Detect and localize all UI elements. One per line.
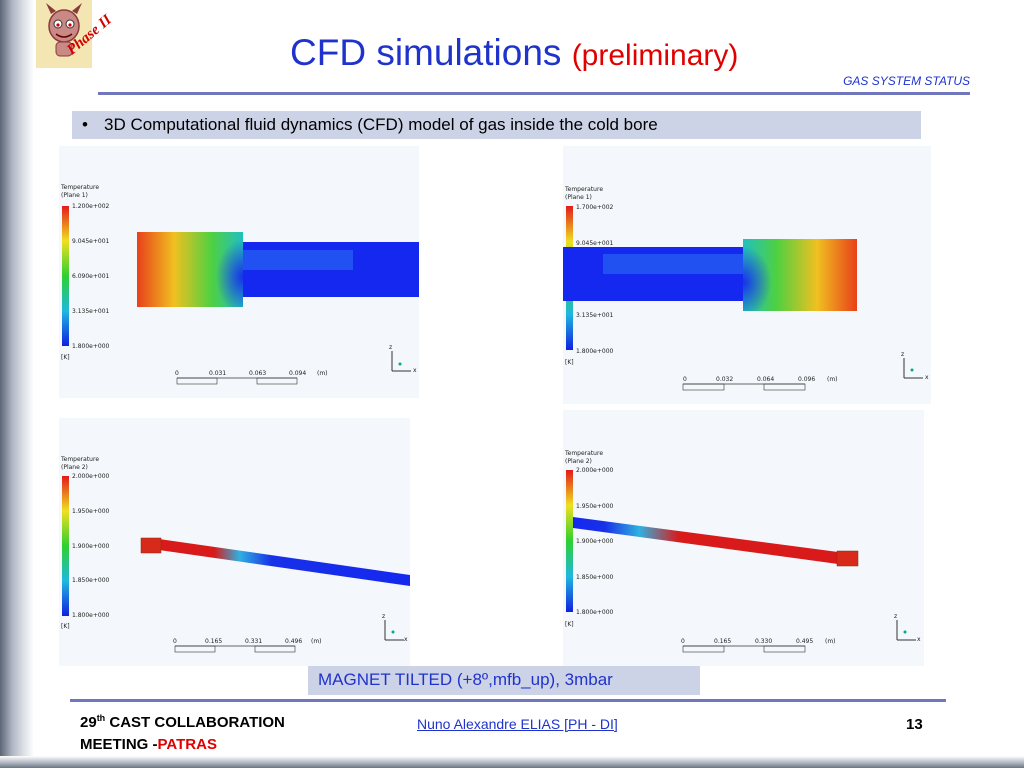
scale-label: 0 (173, 638, 177, 645)
bullet-text: 3D Computational fluid dynamics (CFD) mo… (104, 115, 658, 134)
scale-label: 0 (175, 370, 179, 377)
devil-mascot-icon (46, 3, 82, 57)
scale-label: 0.330 (755, 638, 773, 645)
legend-unit: [K] (565, 359, 574, 366)
legend-plane: (Plane 2) (61, 464, 88, 471)
legend-plane: (Plane 1) (61, 192, 88, 199)
top-rule (98, 92, 970, 95)
legend-plane: (Plane 1) (565, 194, 592, 201)
cfd-render-3 (62, 476, 410, 653)
axis-z-label: z (389, 344, 393, 351)
legend-tick: 1.800e+000 (72, 343, 110, 350)
axis-z-label: z (901, 351, 905, 358)
meeting-ordinal-suffix: th (96, 713, 106, 723)
legend-tick: 6.090e+001 (72, 273, 110, 280)
caption-box: MAGNET TILTED (+8º,mfb_up), 3mbar (308, 666, 700, 695)
meeting-line1: CAST COLLABORATION (105, 714, 285, 731)
legend-unit: [K] (61, 623, 70, 630)
scale-label: 0.094 (289, 370, 307, 377)
scale-label: 0.165 (714, 638, 732, 645)
legend-tick: 2.000e+000 (576, 467, 614, 474)
title-suffix: (preliminary) (571, 39, 739, 72)
scale-label: 0.064 (757, 376, 775, 383)
scale-label: 0.032 (716, 376, 734, 383)
legend-title: Temperature (565, 186, 604, 193)
legend-tick: 3.135e+001 (72, 308, 110, 315)
legend-unit: [K] (565, 621, 574, 628)
page-number: 13 (906, 716, 923, 733)
slide-left-bar (0, 0, 34, 768)
legend-title: Temperature (565, 450, 604, 457)
legend-tick: 2.000e+000 (72, 473, 110, 480)
scale-label: 0 (683, 376, 687, 383)
axis-x-label: x (925, 374, 929, 381)
legend-plane: (Plane 2) (565, 458, 592, 465)
phase-ii-logo (36, 0, 92, 68)
cfd-render-2 (563, 206, 923, 391)
legend-tick: 1.200e+002 (72, 203, 110, 210)
scale-unit: (m) (827, 376, 838, 383)
legend-tick: 1.900e+000 (576, 538, 614, 545)
axis-z-label: z (894, 613, 898, 620)
title-main: CFD simulations (290, 32, 562, 73)
legend-tick: 1.700e+002 (576, 204, 614, 211)
legend-title: Temperature (61, 184, 100, 191)
scale-label: 0.495 (796, 638, 814, 645)
meeting-ordinal: 29 (80, 714, 97, 731)
bullet-marker: • (82, 115, 88, 134)
meeting-name: 29th CAST COLLABORATION MEETING -PATRAS (80, 707, 285, 756)
cfd-panel-4: Temperature (Plane 2) 2.000e+000 1.950e+… (563, 410, 924, 666)
scale-unit: (m) (317, 370, 328, 377)
cfd-render-4 (566, 470, 916, 653)
legend-tick: 1.800e+000 (576, 609, 614, 616)
scale-label: 0.096 (798, 376, 816, 383)
axis-x-label: x (413, 367, 417, 374)
legend-tick: 1.900e+000 (72, 543, 110, 550)
axis-x-label: x (917, 636, 921, 643)
legend-tick: 1.850e+000 (72, 577, 110, 584)
scale-label: 0 (681, 638, 685, 645)
scale-unit: (m) (825, 638, 836, 645)
scale-label: 0.165 (205, 638, 223, 645)
scale-label: 0.031 (209, 370, 227, 377)
author-link[interactable]: Nuno Alexandre ELIAS [PH - DI] (417, 716, 618, 732)
scale-label: 0.063 (249, 370, 267, 377)
slide-bottom-bar (0, 756, 1024, 768)
slide-title: CFD simulations (preliminary) (290, 32, 738, 74)
legend-tick: 3.135e+001 (576, 312, 614, 319)
scale-label: 0.496 (285, 638, 303, 645)
legend-unit: [K] (61, 354, 70, 361)
cfd-panel-3: Temperature (Plane 2) 2.000e+000 1.950e+… (59, 418, 410, 666)
cfd-panel-2: Temperature (Plane 1) 1.700e+002 9.045e+… (563, 146, 931, 404)
cfd-panel-1: Temperature (Plane 1) 1.200e+002 9.045e+… (59, 146, 419, 398)
bottom-rule (70, 699, 946, 702)
scale-unit: (m) (311, 638, 322, 645)
section-label: GAS SYSTEM STATUS (843, 74, 970, 88)
legend-tick: 9.045e+001 (72, 238, 110, 245)
bullet-box: • 3D Computational fluid dynamics (CFD) m… (72, 111, 921, 139)
legend-tick: 1.800e+000 (576, 348, 614, 355)
legend-tick: 9.045e+001 (576, 240, 614, 247)
axis-x-label: x (404, 636, 408, 643)
legend-tick: 1.850e+000 (576, 574, 614, 581)
legend-tick: 1.800e+000 (72, 612, 110, 619)
legend-tick: 1.950e+000 (72, 508, 110, 515)
scale-label: 0.331 (245, 638, 263, 645)
meeting-line2: MEETING - (80, 736, 158, 753)
legend-tick: 1.950e+000 (576, 503, 614, 510)
meeting-city: PATRAS (157, 736, 217, 753)
axis-z-label: z (382, 613, 386, 620)
cfd-render-1 (62, 206, 419, 385)
legend-title: Temperature (61, 456, 100, 463)
